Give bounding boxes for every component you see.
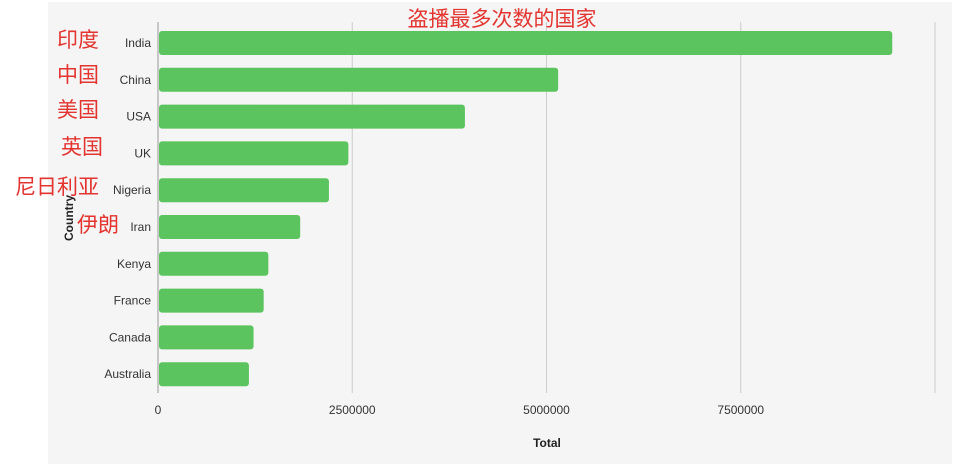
annotation-label: 美国 xyxy=(57,98,99,122)
bar-usa xyxy=(159,104,465,129)
bar-nigeria xyxy=(159,178,329,203)
annotation-label: 印度 xyxy=(57,28,99,52)
bar-canada xyxy=(159,325,254,350)
category-labels: India China USA UK Nigeria Iran Kenya France Can… xyxy=(104,36,151,381)
y-axis-title: Country xyxy=(62,195,76,241)
x-tick-label: 0 xyxy=(155,403,162,417)
x-axis-title: Total xyxy=(533,436,561,450)
x-tick-label: 2500000 xyxy=(329,403,376,417)
bar-australia xyxy=(159,362,249,387)
category-label: France xyxy=(114,294,152,308)
category-label: Nigeria xyxy=(113,183,151,197)
category-label: Canada xyxy=(109,330,151,344)
category-label: UK xyxy=(134,146,151,160)
bar-uk xyxy=(159,141,349,166)
bar-india xyxy=(159,31,893,55)
annotation-label: 中国 xyxy=(57,63,99,87)
category-label: USA xyxy=(126,110,151,124)
annotation-label: 尼日利亚 xyxy=(15,175,99,199)
category-label: Iran xyxy=(130,220,151,234)
x-tick-label: 7500000 xyxy=(717,403,764,417)
bar-china xyxy=(159,67,559,92)
x-tick-label: 5000000 xyxy=(523,403,570,417)
annotation-label: 伊朗 xyxy=(77,213,119,237)
x-tick-labels: 0 2500000 5000000 7500000 xyxy=(155,403,765,417)
annotation-title: 盗播最多次数的国家 xyxy=(408,7,597,31)
bar-france xyxy=(159,288,264,313)
bar-iran xyxy=(159,215,301,239)
category-label: China xyxy=(120,73,152,87)
category-label: Kenya xyxy=(117,257,151,271)
category-label: India xyxy=(125,36,151,50)
bar-kenya xyxy=(159,251,269,276)
bars xyxy=(159,31,893,387)
annotation-label: 英国 xyxy=(61,135,103,159)
category-label: Australia xyxy=(104,367,151,381)
